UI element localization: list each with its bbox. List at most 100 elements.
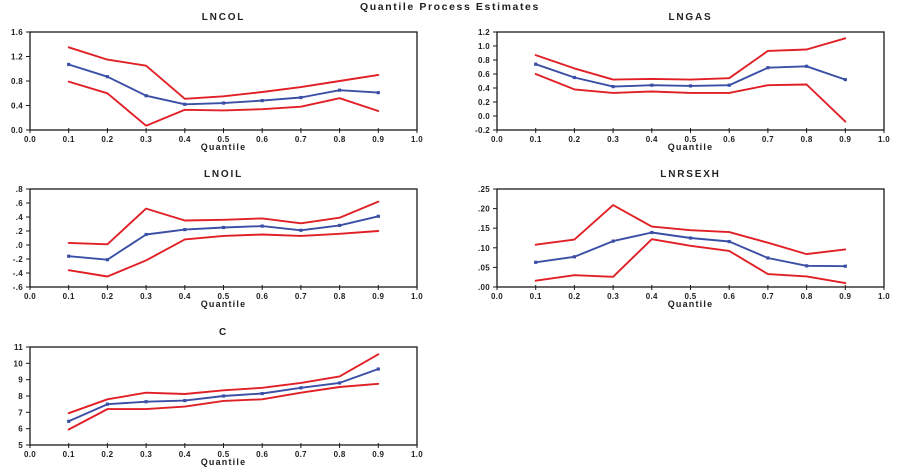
quantile-estimate-marker [805,264,809,268]
x-tick-label: 0.7 [762,135,774,144]
quantile-estimate-marker [376,367,380,371]
x-tick-label: 0.3 [140,450,152,459]
x-tick-label: 0.1 [530,135,542,144]
y-tick-label: -0.2 [475,126,490,135]
x-tick-label: 0.2 [101,135,113,144]
y-tick-label: 1.2 [11,53,23,62]
x-tick-label: 0.2 [568,135,580,144]
upper-confidence-line [67,353,380,415]
y-tick-label: 0.0 [11,126,23,135]
lower-confidence-line [534,238,847,285]
chart-title: LNOIL [204,169,243,180]
quantile-estimate-marker [727,239,731,244]
y-tick-label: 7 [18,408,23,417]
y-tick-label: 1.2 [478,28,490,37]
plot-frame [29,31,418,131]
x-tick-label: 0.9 [839,135,851,144]
x-tick-label: 0.8 [801,292,813,301]
chart-c: C 5 6 7 8 9 10 11 0.0 0.1 0.2 0.3 0.4 0.5 0.6 0.7 0.8 0.… [0,326,450,475]
quantile-estimate-marker [299,95,303,100]
quantile-estimate-marker [67,62,71,67]
y-tick-label: 6 [18,425,23,434]
chart-lncol: LNCOL 0.0 0.4 0.8 1.2 1.6 0.0 0.1 0.2 0.3 0.4 0.5 0… [0,11,450,161]
quantile-estimate-marker [572,75,576,80]
quantile-estimate-marker [650,230,654,235]
quantile-estimate-marker [299,228,303,232]
x-tick-label: 0.6 [256,135,268,144]
x-tick-label: 0.8 [334,450,346,459]
x-tick-label: 0.1 [63,292,75,301]
y-tick-label: .2 [16,227,24,236]
y-tick-label: .20 [478,205,490,214]
upper-confidence-line [67,200,380,246]
x-tick-label: 0.0 [24,450,36,459]
quantile-estimate-marker [534,260,538,264]
quantile-estimate-marker [572,255,576,259]
plot-frame [29,188,418,288]
x-tick-label: 0.7 [762,292,774,301]
x-tick-label: 0.7 [295,292,307,301]
y-tick-label: 0.4 [11,102,23,111]
x-axis-title: Quantile [667,299,714,309]
x-tick-label: 0.8 [801,135,813,144]
quantile-estimate-marker [105,75,109,79]
lower-confidence-line [67,230,380,278]
y-tick-label: .25 [478,185,490,194]
y-tick-label: 10 [14,359,24,368]
quantile-estimate-marker [260,224,264,228]
chart-title: LNCOL [201,12,246,23]
quantile-estimate-marker [534,62,538,66]
x-tick-label: 0.8 [334,135,346,144]
y-tick-label: 1.0 [478,42,490,51]
quantile-estimate-marker [260,391,264,396]
quantile-estimate-marker [144,232,148,237]
quantile-estimate-marker [376,91,380,95]
x-tick-label: 0.4 [179,450,191,459]
upper-confidence-line [534,204,847,256]
x-tick-label: 0.0 [491,292,503,301]
x-tick-label: 1.0 [411,450,423,459]
quantile-estimate-marker [611,85,615,89]
chart-lnoil: LNOIL -.6 -.4 -.2 .0 .2 .4 .6 .8 0.0 0.1 0.2 0.3 0.4… [0,168,450,318]
x-tick-label: 0.1 [63,135,75,144]
quantile-estimate-marker [611,239,615,243]
quantile-estimate-marker [105,402,109,406]
y-tick-label: .05 [478,263,490,272]
y-tick-label: 1.6 [11,28,23,37]
x-tick-label: 0.5 [684,135,696,144]
x-tick-label: 0.9 [372,450,384,459]
quantile-estimate-marker [766,66,770,70]
x-tick-label: 1.0 [878,135,890,144]
x-tick-label: 0.0 [491,135,503,144]
y-tick-label: 11 [14,343,23,352]
x-tick-label: 0.5 [684,292,696,301]
upper-confidence-line [534,37,847,81]
y-tick-label: -.4 [13,269,23,278]
quantile-estimate-line [534,63,847,88]
x-tick-label: 0.2 [101,292,113,301]
quantile-estimate-line [67,63,380,106]
quantile-estimate-marker [144,400,148,404]
y-tick-label: 0.2 [478,98,490,107]
quantile-estimate-marker [688,84,693,88]
x-tick-label: 0.1 [530,292,542,301]
chart-plot-area: -0.20.00.20.40.60.81.01.20.0 0.1 0.2 0.3 0.4… [475,28,890,144]
x-tick-label: 0.9 [372,135,384,144]
y-tick-label: 0.4 [478,84,490,93]
y-tick-label: 5 [18,441,23,450]
chart-title: LNGAS [668,12,713,23]
lower-confidence-line [67,80,380,127]
y-tick-label: .6 [16,199,24,208]
quantile-estimate-marker [221,394,226,398]
quantile-estimate-marker [766,256,770,260]
y-tick-label: -.2 [13,255,23,264]
x-tick-label: 1.0 [411,135,423,144]
x-tick-label: 0.3 [140,292,152,301]
y-tick-label: 9 [18,376,23,385]
x-tick-label: 0.8 [334,292,346,301]
y-tick-label: 0.6 [478,70,490,79]
y-tick-label: .00 [478,283,490,292]
quantile-estimate-marker [144,94,148,98]
y-tick-label: .10 [478,244,490,253]
quantile-estimate-marker [843,264,847,268]
